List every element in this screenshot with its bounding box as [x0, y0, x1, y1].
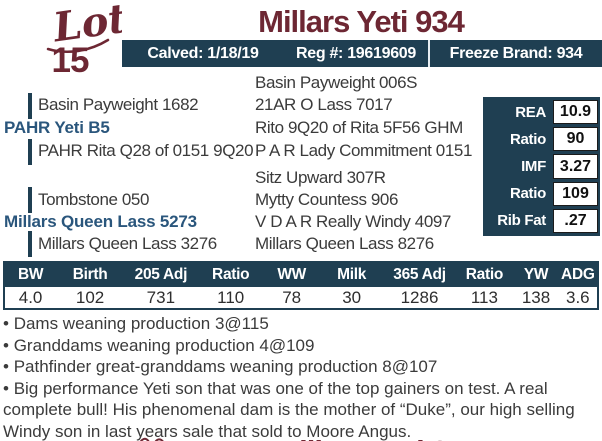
carcass-stats-box: REA 10.9 Ratio 90 IMF 3.27 Ratio 109 Rib… [483, 97, 600, 236]
calved-date: Calved: 1/18/19 [147, 44, 259, 62]
pedigree-dam-grandsire-2: V D A R Really Windy 4097 [255, 212, 451, 231]
stat-value: 90 [553, 127, 598, 152]
pedigree-connector-bar [28, 187, 32, 213]
pedigree-dam-sire: Tombstone 050 [38, 190, 150, 209]
pedigree-sire-grandsire: Basin Payweight 006S [255, 73, 418, 92]
table-cell: 4.0 [18, 287, 43, 307]
registration-number: Reg #: 19619609 [284, 40, 430, 67]
pedigree-connector-bar [28, 231, 32, 257]
note-item: Dams weaning production 3@115 [3, 313, 595, 335]
pedigree-sire-dam: PAHR Rita Q28 of 0151 9Q20 [38, 141, 254, 160]
freeze-brand: Freeze Brand: 934 [449, 44, 583, 62]
stat-label: Ratio [509, 185, 546, 203]
lot-script-text: Lot [50, 0, 122, 52]
performance-table: BW Birth 205 Adj Ratio WW Milk 365 Adj R… [3, 261, 599, 310]
pedigree-sire-grandsire-2: Rito 9Q20 of Rita 5F56 GHM [255, 118, 463, 137]
stat-label: Rib Fat [497, 212, 546, 230]
note-item: Big performance Yeti son that was one of… [3, 378, 595, 441]
table-cell: 3.6 [566, 287, 590, 307]
note-item: Granddams weaning production 4@109 [3, 335, 595, 357]
note-item: Pathfinder great-granddams weaning produ… [3, 356, 595, 378]
notes-list: Dams weaning production 3@115 Granddams … [3, 313, 595, 441]
table-cell: 138 [521, 287, 551, 307]
pedigree-connector-bar [28, 93, 32, 119]
table-cell: 30 [342, 287, 362, 307]
table-cell: 102 [75, 287, 105, 307]
column-header: Ratio [465, 266, 504, 283]
pedigree-dam-name: Millars Queen Lass 5273 [4, 212, 197, 231]
column-header: BW [17, 266, 44, 283]
pedigree-sire-sire: Basin Payweight 1682 [38, 95, 199, 114]
pedigree-connector-bar [28, 139, 32, 165]
stat-label: Ratio [509, 130, 546, 148]
performance-table-row: 4.0 102 731 110 78 30 1286 113 138 3.6 [5, 287, 597, 308]
next-lot-script-partial [139, 437, 164, 441]
animal-title: Millars Yeti 934 [258, 4, 465, 39]
pedigree-dam-grandsire: Sitz Upward 307R [255, 168, 386, 187]
table-cell: 110 [217, 287, 245, 307]
stat-row-imf: IMF 3.27 [483, 154, 598, 179]
column-header: Milk [337, 266, 367, 283]
table-cell: 1286 [400, 287, 439, 307]
pedigree-dam-granddam: Mytty Countess 906 [255, 190, 399, 209]
stat-label: IMF [521, 158, 546, 175]
stat-value: 109 [553, 181, 598, 206]
stat-row-ratio-1: Ratio 90 [483, 127, 598, 152]
table-cell: 731 [146, 287, 176, 307]
column-header: 205 Adj [134, 266, 188, 283]
pedigree-sire-granddam-2: P A R Lady Commitment 0151 [255, 141, 473, 160]
lot-number: 15 [51, 41, 90, 80]
performance-table-header: BW Birth 205 Adj Ratio WW Milk 365 Adj R… [5, 263, 597, 287]
stat-row-rea: REA 10.9 [483, 100, 598, 125]
stat-label: REA [515, 103, 546, 121]
table-cell: 78 [282, 287, 302, 307]
column-header: ADG [561, 266, 595, 283]
pedigree-dam-granddam-2: Millars Queen Lass 8276 [255, 234, 434, 253]
stat-value: 10.9 [553, 100, 598, 125]
column-header: Ratio [212, 266, 250, 283]
column-header: Birth [72, 266, 108, 283]
table-cell: 113 [470, 287, 498, 307]
info-bar: Calved: 1/18/19 Reg #: 19619609 Freeze B… [122, 40, 602, 67]
column-header: YW [523, 266, 549, 283]
stat-value: .27 [553, 208, 598, 234]
stat-row-ratio-2: Ratio 109 [483, 181, 598, 206]
column-header: WW [277, 266, 306, 283]
pedigree-sire-granddam: 21AR O Lass 7017 [255, 95, 393, 114]
stat-row-ribfat: Rib Fat .27 [483, 208, 598, 234]
lot-script-word: Lot [46, 0, 122, 54]
column-header: 365 Adj [393, 266, 446, 283]
pedigree-dam-dam: Millars Queen Lass 3276 [38, 234, 217, 253]
stat-value: 3.27 [553, 154, 598, 179]
pedigree-sire-name: PAHR Yeti B5 [4, 118, 110, 137]
lot-underline-swash [46, 38, 110, 54]
next-lot-title-partial: Millars Yeti 9 [122, 434, 600, 441]
